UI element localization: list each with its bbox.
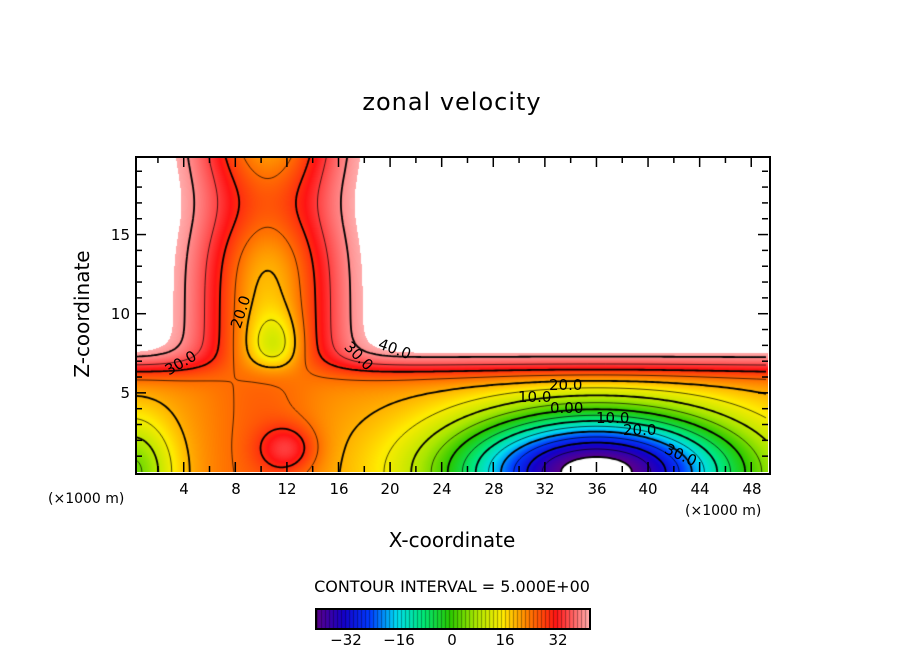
colorbar bbox=[315, 608, 591, 630]
y-tick-label: 15 bbox=[110, 226, 130, 244]
plot-frame bbox=[135, 156, 771, 475]
plot-area: 30.0 20.0 30.0 40.0 20.0 10.0 0.00 10.0 … bbox=[136, 157, 768, 472]
x-tick-label: 48 bbox=[742, 480, 762, 498]
x-axis-label: X-coordinate bbox=[388, 528, 516, 552]
x-unit-right: (×1000 m) bbox=[685, 503, 762, 519]
x-tick-label: 20 bbox=[380, 480, 400, 498]
chart-title: zonal velocity bbox=[362, 88, 542, 116]
x-tick-label: 28 bbox=[484, 480, 504, 498]
contour-field bbox=[136, 157, 768, 472]
x-unit-left: (×1000 m) bbox=[48, 491, 125, 507]
x-tick-label: 40 bbox=[638, 480, 658, 498]
contour-label: 10.0 bbox=[596, 409, 630, 427]
colorbar-tick-label: 32 bbox=[548, 631, 568, 649]
y-axis-label: Z-coordinate bbox=[70, 250, 94, 378]
contour-interval: CONTOUR INTERVAL = 5.000E+00 bbox=[314, 577, 590, 596]
colorbar-tick-label: 16 bbox=[495, 631, 515, 649]
x-tick-label: 12 bbox=[277, 480, 297, 498]
y-tick-label: 5 bbox=[120, 384, 130, 402]
x-tick-label: 16 bbox=[329, 480, 349, 498]
colorbar-tick-label: 0 bbox=[447, 631, 457, 649]
x-tick-label: 24 bbox=[432, 480, 452, 498]
contour-label: 0.00 bbox=[550, 399, 584, 417]
contour-label: 20.0 bbox=[623, 421, 657, 439]
contour-label: 10.0 bbox=[518, 388, 552, 406]
x-tick-label: 32 bbox=[535, 480, 555, 498]
x-tick-label: 36 bbox=[587, 480, 607, 498]
contour-label: 20.0 bbox=[549, 376, 583, 394]
colorbar-tick-label: −32 bbox=[330, 631, 362, 649]
x-tick-label: 8 bbox=[231, 480, 241, 498]
x-tick-label: 44 bbox=[690, 480, 710, 498]
y-tick-label: 10 bbox=[110, 305, 130, 323]
x-tick-label: 4 bbox=[179, 480, 189, 498]
colorbar-tick-label: −16 bbox=[383, 631, 415, 649]
